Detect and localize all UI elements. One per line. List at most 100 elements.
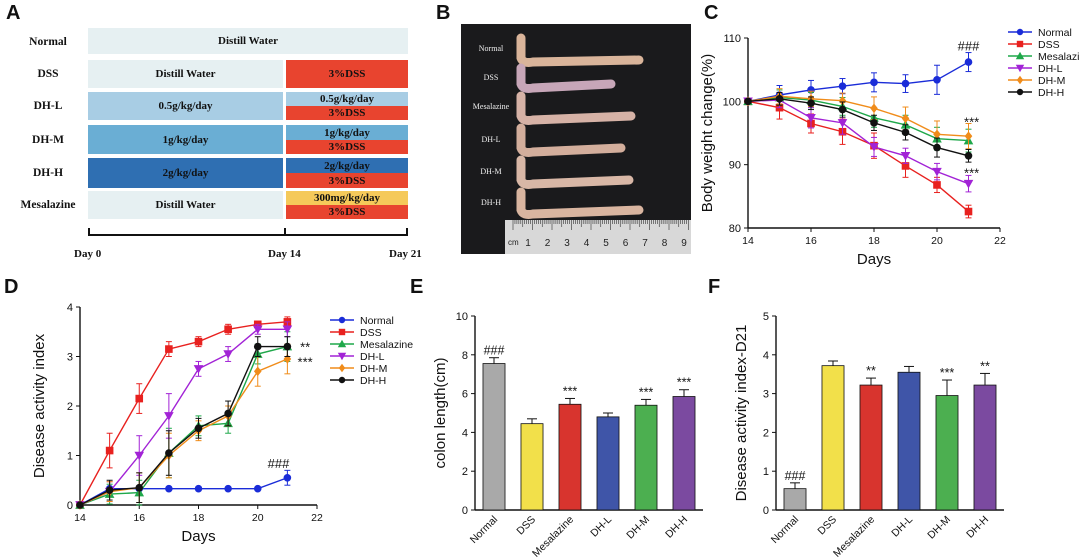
timeline-tick-day14 bbox=[284, 228, 286, 236]
significance-label: *** bbox=[298, 354, 313, 369]
ruler-number: 4 bbox=[584, 238, 590, 249]
y-tick-label: 0 bbox=[67, 500, 73, 512]
data-point bbox=[744, 97, 752, 106]
data-point bbox=[135, 394, 144, 403]
x-tick-label: 22 bbox=[994, 235, 1006, 247]
dh-m-dss-bar: 3%DSS bbox=[286, 140, 408, 154]
bar-normal bbox=[783, 488, 807, 511]
y-tick-label: 8 bbox=[462, 350, 468, 362]
panel-letter-c: C bbox=[704, 2, 719, 24]
x-tick-label: 22 bbox=[311, 512, 323, 524]
data-point bbox=[76, 501, 84, 509]
series-line bbox=[79, 328, 288, 506]
ruler-number: 7 bbox=[642, 238, 648, 249]
data-point bbox=[870, 103, 878, 114]
colon-dh-m bbox=[516, 155, 634, 189]
data-point bbox=[165, 484, 173, 493]
ruler-number: 6 bbox=[623, 238, 629, 249]
legend-marker bbox=[337, 352, 347, 361]
data-point bbox=[165, 449, 173, 457]
legend-label: Normal bbox=[1038, 27, 1072, 39]
x-axis-label: Days bbox=[181, 528, 215, 545]
data-point bbox=[224, 409, 232, 418]
data-point bbox=[838, 105, 847, 114]
data-point bbox=[194, 424, 203, 433]
series-normal bbox=[744, 52, 973, 106]
y-tick-label: 2 bbox=[462, 466, 468, 478]
significance-label: *** bbox=[639, 385, 654, 399]
data-point bbox=[933, 76, 941, 84]
colon-normal bbox=[516, 33, 644, 67]
series-line bbox=[747, 96, 969, 142]
data-point bbox=[194, 337, 203, 346]
data-point bbox=[933, 143, 941, 152]
data-point bbox=[283, 354, 292, 364]
significance-label: ### bbox=[484, 344, 505, 358]
row-label-dh-l: DH-L bbox=[33, 100, 63, 112]
x-tick-label: 18 bbox=[193, 512, 205, 524]
significance-label: ### bbox=[958, 39, 980, 54]
data-point bbox=[933, 181, 941, 189]
timeline-tick-day21 bbox=[406, 228, 408, 236]
day-label-21: Day 21 bbox=[389, 248, 422, 260]
x-tick-label: 14 bbox=[74, 512, 86, 524]
legend-label: DSS bbox=[360, 327, 382, 339]
dh-l-dss-bar: 3%DSS bbox=[286, 106, 408, 120]
colon-photo: Normal DSS Mesalazine DH-L DH-M DH-H cm … bbox=[461, 24, 691, 254]
legend-marker bbox=[1016, 88, 1024, 96]
panel-letter-f: F bbox=[708, 276, 721, 298]
colon-dh-l bbox=[516, 123, 626, 157]
category-label: Mesalazine bbox=[831, 514, 877, 560]
legend-marker bbox=[338, 363, 346, 373]
photo-label-dss: DSS bbox=[483, 73, 499, 82]
data-point bbox=[775, 95, 784, 103]
y-tick-label: 10 bbox=[456, 311, 468, 323]
series-line bbox=[79, 321, 288, 506]
colon-dh-h bbox=[516, 187, 644, 219]
legend-label: DH-H bbox=[360, 375, 386, 387]
series-line bbox=[747, 95, 969, 137]
panel-letter-b: B bbox=[436, 2, 451, 24]
data-point bbox=[223, 350, 233, 359]
y-axis-label: Disease activity index bbox=[31, 333, 48, 478]
ruler-number: 8 bbox=[662, 238, 668, 249]
legend-marker bbox=[1016, 75, 1024, 85]
series-dh-m bbox=[744, 88, 973, 150]
y-tick-label: 4 bbox=[462, 427, 468, 439]
legend-marker bbox=[338, 328, 346, 336]
photo-label-normal: Normal bbox=[478, 44, 504, 53]
row-label-dh-m: DH-M bbox=[32, 134, 64, 146]
dh-l-dose-bar: 0.5g/kg/day bbox=[88, 92, 283, 120]
x-tick-label: 20 bbox=[252, 512, 264, 524]
mesalazine-dss-bar: 3%DSS bbox=[286, 205, 408, 219]
y-axis-label: colon length(cm) bbox=[432, 358, 449, 469]
category-label: DH-M bbox=[925, 514, 953, 542]
y-tick-label: 80 bbox=[729, 223, 741, 235]
data-point bbox=[869, 143, 879, 152]
colon-dss bbox=[516, 63, 616, 93]
dss-water-bar: Distill Water bbox=[88, 60, 283, 88]
bar-dss bbox=[821, 365, 845, 511]
dh-l-dose-bar-2: 0.5g/kg/day bbox=[286, 92, 408, 106]
colon-specimens: cm 1 2 3 4 5 6 7 8 9 bbox=[505, 33, 691, 254]
bar-dh-l bbox=[897, 371, 921, 511]
legend-marker bbox=[1015, 51, 1025, 60]
dh-m-dose-bar-2: 1g/kg/day bbox=[286, 125, 408, 140]
y-tick-label: 0 bbox=[462, 505, 468, 517]
series-line bbox=[747, 98, 969, 157]
significance-label: *** bbox=[940, 366, 955, 380]
dh-m-dose-bar: 1g/kg/day bbox=[88, 125, 283, 154]
legend-label: Normal bbox=[360, 315, 394, 327]
y-tick-label: 100 bbox=[723, 96, 741, 108]
data-point bbox=[933, 129, 941, 140]
data-point bbox=[838, 82, 847, 90]
significance-label: *** bbox=[964, 115, 979, 130]
series-line bbox=[79, 345, 288, 506]
y-tick-label: 2 bbox=[67, 401, 73, 413]
data-point bbox=[900, 152, 911, 161]
ruler-number: 5 bbox=[603, 238, 609, 249]
data-point bbox=[964, 131, 973, 141]
